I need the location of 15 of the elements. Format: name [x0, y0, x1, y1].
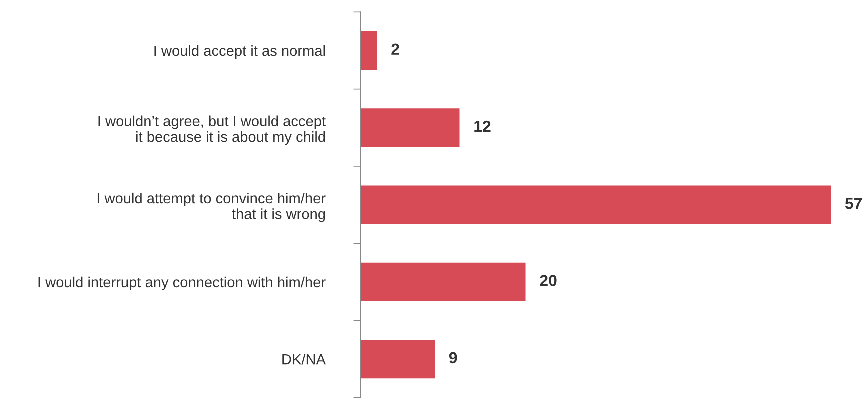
y-tick-label: I wouldn’t agree, but I would accept it because it is about my child	[98, 116, 326, 146]
y-tick-label: I would attempt to convince him/her that it is wrong	[98, 192, 326, 222]
bar	[360, 31, 378, 70]
bar	[360, 186, 832, 224]
data-label: 12	[474, 120, 491, 132]
data-label: 20	[540, 275, 557, 286]
y-tick-label: I would accept it as normal	[154, 45, 326, 60]
data-label: 2	[392, 44, 400, 55]
bar	[360, 340, 435, 379]
bar	[360, 108, 460, 148]
data-label: 57	[845, 198, 862, 210]
y-tick-label: I would interrupt any connection with him/her	[38, 276, 326, 290]
bar	[360, 262, 526, 302]
data-label: 9	[449, 352, 458, 364]
y-tick-label: DK/NA	[282, 354, 326, 365]
